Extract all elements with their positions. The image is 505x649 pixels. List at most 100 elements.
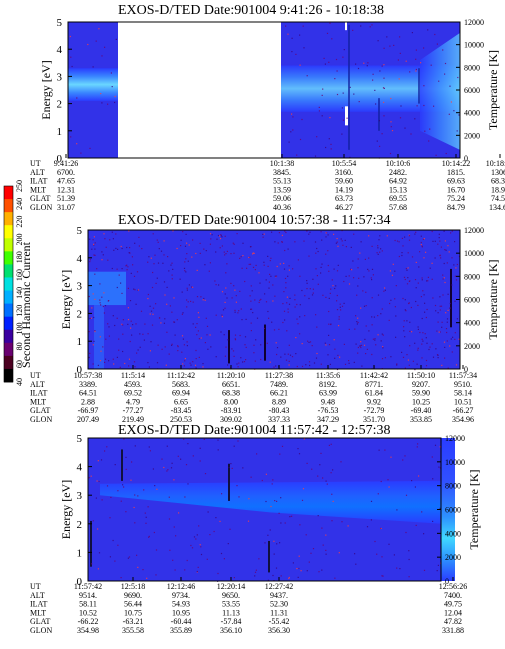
speckle	[371, 297, 373, 299]
speckle	[287, 308, 289, 310]
speckle	[284, 522, 286, 524]
speckle	[171, 462, 173, 464]
speckle	[432, 297, 434, 299]
speckle	[329, 117, 331, 119]
speckle	[176, 247, 178, 250]
speckle	[179, 278, 181, 280]
speckle	[122, 319, 124, 321]
speckle	[441, 326, 443, 328]
speckle	[322, 294, 324, 296]
speckle	[99, 299, 101, 301]
speckle	[326, 32, 329, 34]
speckle	[180, 239, 182, 241]
speckle	[199, 460, 201, 462]
speckle	[336, 241, 338, 243]
speckle	[274, 241, 276, 243]
speckle	[88, 295, 90, 298]
speckle	[376, 553, 378, 555]
speckle	[126, 269, 128, 271]
speckle	[153, 263, 155, 265]
speckle	[219, 235, 221, 237]
speckle	[299, 316, 301, 318]
speckle	[198, 338, 200, 340]
speckle	[379, 145, 381, 147]
speckle	[347, 525, 349, 527]
orbit-value: 354.98	[77, 626, 99, 635]
orbit-value: -83.45	[171, 406, 192, 415]
speckle	[406, 269, 408, 271]
orbit-value: 11:57:42	[74, 582, 102, 591]
speckle	[182, 312, 184, 314]
orbit-value: 64.92	[389, 177, 407, 186]
speckle	[128, 252, 130, 254]
speckle	[92, 363, 94, 365]
speckle	[328, 310, 330, 313]
speckle	[336, 300, 338, 302]
speckle	[439, 446, 441, 448]
speckle	[320, 266, 322, 268]
speckle	[209, 243, 211, 245]
speckle	[245, 346, 247, 348]
speckle	[291, 37, 293, 39]
speckle	[280, 497, 282, 499]
speckle	[330, 288, 332, 290]
orbit-value: 309.02	[220, 415, 242, 424]
speckle	[284, 277, 287, 280]
speckle	[444, 249, 446, 251]
orbit-value: 355.89	[170, 626, 192, 635]
orbit-value: -57.84	[221, 617, 242, 626]
speckle	[157, 241, 159, 243]
speckle	[121, 292, 123, 294]
y-axis-label: Energy [eV]	[59, 480, 73, 539]
speckle	[379, 235, 381, 237]
speckle	[115, 233, 117, 235]
speckle	[281, 234, 283, 236]
speckle	[438, 233, 440, 235]
speckle	[422, 290, 424, 292]
speckle	[328, 61, 330, 63]
speckle	[288, 265, 290, 267]
speckle	[395, 336, 397, 338]
speckle	[442, 49, 444, 51]
speckle	[346, 117, 348, 119]
speckle	[421, 343, 423, 345]
speckle	[442, 278, 444, 280]
speckle	[294, 306, 296, 308]
speckle	[76, 143, 78, 145]
speckle	[97, 364, 99, 366]
speckle	[296, 303, 298, 306]
speckle	[342, 56, 344, 58]
speckle	[303, 47, 305, 49]
speckle	[408, 239, 411, 241]
speckle	[220, 234, 222, 236]
speckle	[316, 352, 318, 355]
speckle	[273, 329, 276, 331]
orbit-value: 355.58	[122, 626, 144, 635]
speckle	[184, 496, 186, 498]
speckle	[456, 318, 458, 320]
speckle	[389, 152, 392, 155]
speckle	[100, 350, 102, 352]
speckle	[101, 296, 103, 298]
speckle	[399, 52, 401, 54]
speckle	[281, 241, 283, 243]
speckle	[129, 300, 132, 302]
speckle	[421, 338, 423, 340]
speckle	[167, 469, 169, 471]
speckle	[402, 356, 405, 358]
speckle	[415, 58, 417, 60]
speckle	[109, 517, 111, 519]
speckle	[339, 356, 341, 358]
speckle	[432, 520, 434, 522]
speckle	[232, 350, 235, 352]
speckle	[288, 141, 290, 143]
speckle	[250, 300, 252, 302]
speckle	[203, 248, 205, 250]
speckle	[328, 138, 330, 140]
speckle	[312, 278, 314, 280]
speckle	[383, 115, 385, 117]
speckle	[270, 275, 272, 277]
speckle	[181, 351, 183, 353]
speckle	[186, 287, 188, 289]
speckle	[295, 337, 297, 339]
